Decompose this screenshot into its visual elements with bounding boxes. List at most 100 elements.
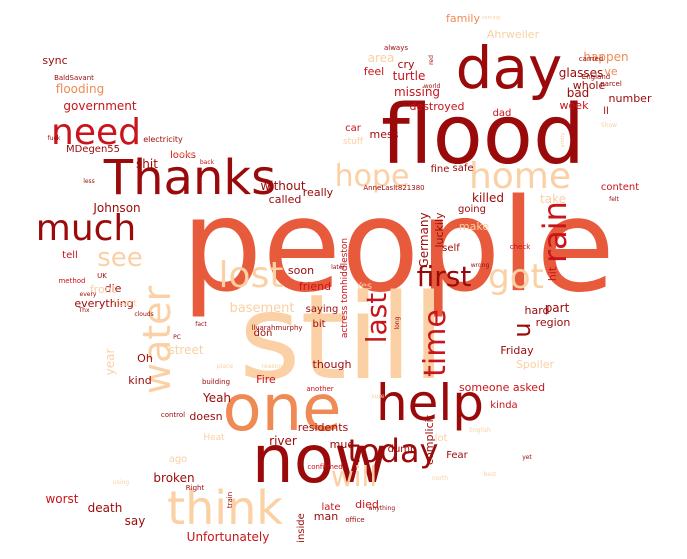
cloud-word: year bbox=[103, 349, 117, 376]
cloud-word: see bbox=[97, 243, 143, 273]
cloud-word: Thx bbox=[77, 307, 89, 314]
cloud-word: need bbox=[51, 112, 141, 153]
cloud-word: broken bbox=[153, 471, 194, 485]
cloud-word: die bbox=[105, 282, 122, 295]
cloud-word: got bbox=[488, 257, 544, 297]
cloud-word: later bbox=[331, 264, 345, 271]
cloud-word: check bbox=[510, 243, 531, 251]
cloud-word: another bbox=[306, 385, 333, 393]
cloud-word: kinda bbox=[490, 400, 517, 411]
cloud-word: ago bbox=[169, 454, 188, 465]
cloud-word: carried bbox=[579, 55, 603, 63]
cloud-word: flood bbox=[381, 88, 585, 183]
cloud-word: going bbox=[458, 204, 486, 215]
cloud-word: always bbox=[384, 44, 408, 52]
cloud-word: everything bbox=[74, 297, 133, 310]
cloud-word: someone asked bbox=[459, 381, 545, 394]
cloud-word: Unfortunately bbox=[187, 530, 270, 544]
cloud-word: Heat bbox=[203, 433, 225, 443]
cloud-word: heart bbox=[113, 299, 137, 309]
cloud-word: river bbox=[269, 434, 297, 448]
cloud-word: lot bbox=[435, 433, 448, 444]
cloud-word: self bbox=[442, 243, 460, 254]
cloud-word: happen bbox=[583, 50, 628, 64]
cloud-word: tell bbox=[62, 250, 78, 261]
cloud-word: feel bbox=[364, 65, 384, 78]
cloud-word: mud bbox=[330, 438, 355, 451]
cloud-word: place bbox=[217, 363, 233, 370]
cloud-word: BaldSavant bbox=[54, 74, 94, 82]
cloud-word: hard bbox=[524, 304, 549, 317]
cloud-word: clouds bbox=[134, 311, 153, 318]
cloud-word: Fear bbox=[446, 450, 468, 461]
cloud-word: Yeah bbox=[202, 391, 231, 405]
cloud-word: destroyed bbox=[409, 100, 464, 113]
cloud-word: Show bbox=[601, 122, 617, 129]
cloud-word: world bbox=[424, 83, 441, 90]
cloud-word: though bbox=[313, 358, 352, 371]
cloud-word: number bbox=[609, 92, 652, 105]
cloud-word: today bbox=[348, 432, 439, 470]
cloud-word: electricity bbox=[143, 135, 183, 144]
cloud-word: turtle bbox=[393, 69, 426, 83]
cloud-word: hit bbox=[546, 266, 559, 281]
cloud-word: actress tomhiddleston bbox=[340, 238, 350, 338]
cloud-word: anything bbox=[369, 505, 396, 512]
cloud-word: north bbox=[432, 475, 448, 482]
cloud-word: llvarahmurphy bbox=[251, 324, 302, 332]
cloud-word: now bbox=[252, 421, 388, 498]
cloud-word: MDegen55 bbox=[66, 144, 120, 155]
cloud-word: worst bbox=[45, 492, 78, 506]
cloud-word: complicit bbox=[423, 414, 436, 465]
cloud-word: people bbox=[181, 172, 615, 321]
cloud-word: England bbox=[582, 73, 610, 81]
cloud-word: sync bbox=[42, 54, 67, 67]
cloud-word: bit bbox=[312, 319, 325, 330]
cloud-word: fact bbox=[195, 321, 207, 328]
cloud-word: Thanks bbox=[103, 150, 276, 206]
cloud-word: home bbox=[469, 156, 571, 197]
cloud-word: car bbox=[345, 123, 362, 134]
cloud-word: Oh bbox=[137, 352, 153, 365]
cloud-word: fuck bbox=[48, 135, 61, 142]
cloud-word: take bbox=[540, 192, 566, 206]
cloud-word: much bbox=[36, 208, 137, 249]
cloud-word: still bbox=[239, 268, 445, 406]
cloud-word: kind bbox=[128, 374, 151, 387]
cloud-word: looks bbox=[170, 150, 196, 161]
cloud-word: flooding bbox=[56, 82, 104, 96]
cloud-word: mess bbox=[370, 128, 399, 141]
cloud-word: basement bbox=[230, 301, 295, 316]
cloud-word: wrong bbox=[471, 262, 490, 269]
cloud-word: bad bbox=[567, 86, 590, 100]
cloud-word: whole bbox=[573, 79, 606, 92]
cloud-word: died bbox=[355, 498, 379, 511]
cloud-word: last bbox=[360, 293, 393, 344]
cloud-word: office bbox=[345, 516, 364, 524]
cloud-word: Ahrweiler bbox=[487, 28, 540, 41]
cloud-word: friend bbox=[299, 280, 331, 293]
cloud-word: help bbox=[376, 374, 484, 432]
cloud-word: UK bbox=[97, 272, 107, 280]
cloud-word: dad bbox=[493, 108, 512, 119]
cloud-word: coming bbox=[482, 15, 500, 21]
cloud-word: water bbox=[135, 285, 179, 394]
cloud-word: Yes bbox=[355, 281, 372, 292]
cloud-word: ve bbox=[604, 65, 618, 78]
cloud-word: one bbox=[222, 372, 341, 446]
cloud-word: parcel bbox=[600, 80, 622, 88]
cloud-word: rain bbox=[536, 201, 574, 263]
cloud-word: week bbox=[560, 99, 590, 112]
cloud-word: soon bbox=[288, 264, 314, 277]
cloud-word: street bbox=[168, 343, 203, 357]
cloud-word: shit bbox=[136, 157, 158, 171]
cloud-word: yet bbox=[522, 454, 532, 461]
cloud-word: fine bbox=[431, 164, 450, 175]
cloud-word: make bbox=[459, 220, 489, 233]
cloud-word: residents bbox=[298, 421, 349, 434]
cloud-word: man bbox=[314, 510, 338, 523]
cloud-word: government bbox=[63, 99, 136, 113]
cloud-word: method bbox=[58, 277, 85, 285]
cloud-word: long bbox=[394, 316, 401, 329]
